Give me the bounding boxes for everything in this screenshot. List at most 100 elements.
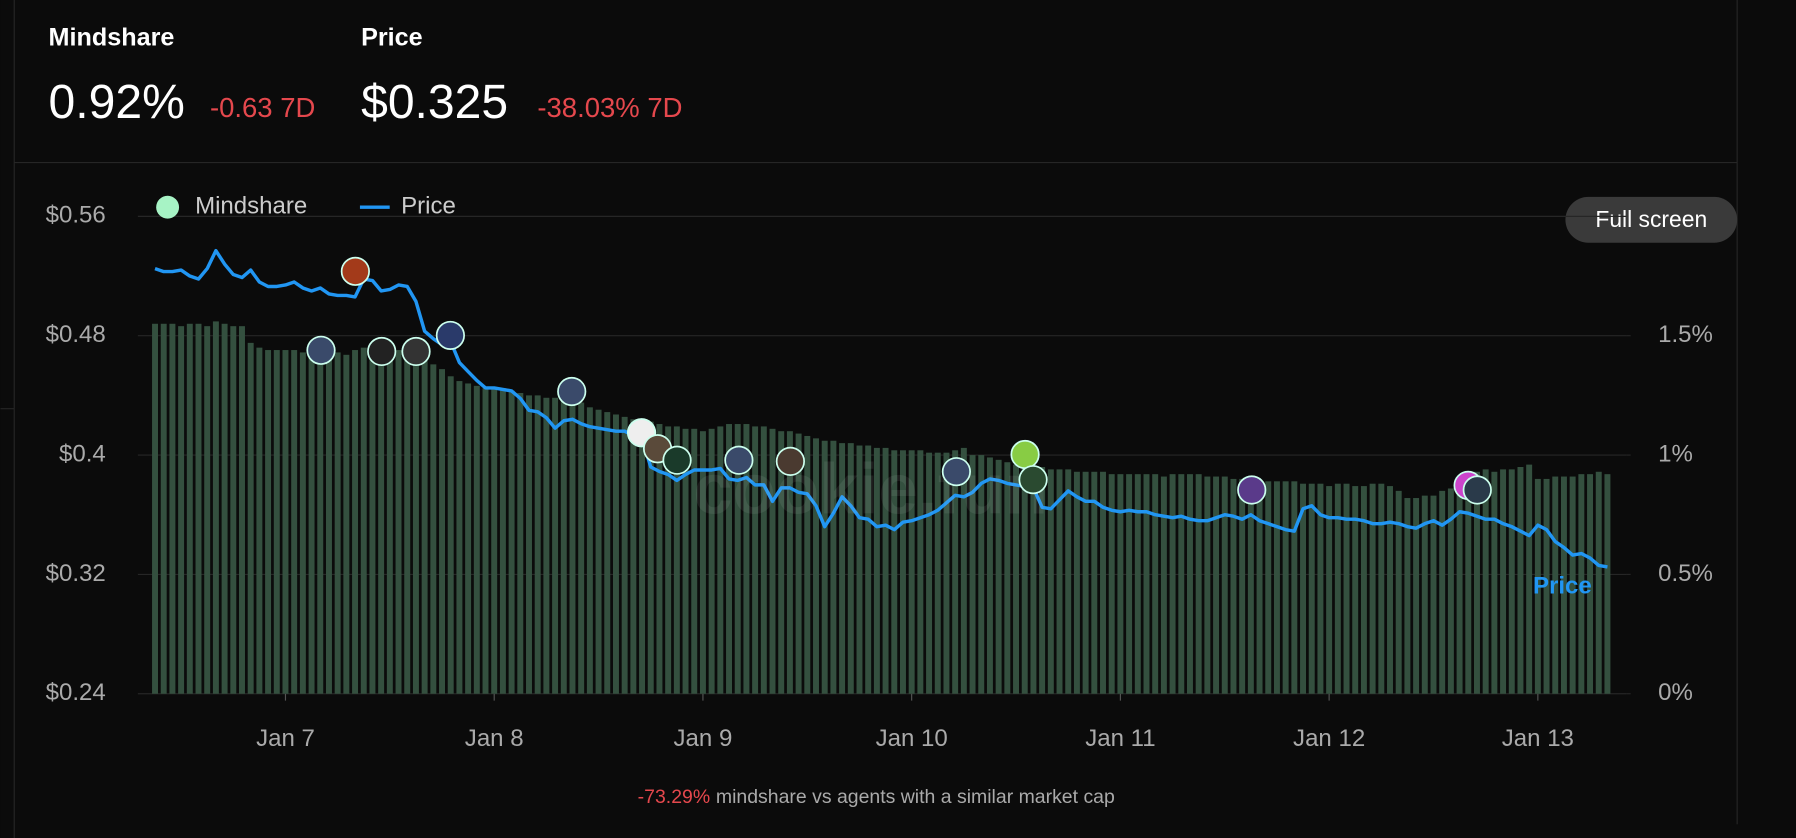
bar — [743, 424, 750, 694]
bar — [1439, 490, 1446, 694]
x-tick-label: Jan 10 — [876, 725, 948, 752]
bar — [230, 326, 237, 694]
bar — [804, 435, 811, 694]
bar — [465, 383, 472, 694]
mindshare-change: -0.63 7D — [210, 92, 315, 123]
bar — [378, 345, 385, 694]
avatar — [941, 457, 971, 487]
bar — [569, 400, 576, 694]
bar — [1282, 481, 1289, 694]
x-tick-label: Jan 9 — [674, 725, 733, 752]
avatar — [557, 376, 587, 407]
bar — [821, 440, 828, 694]
bar — [308, 352, 315, 694]
plot: $0.24 $0.32 $0.4 $0.48 $0.56 0% 0.5% 1% 1.5% Jan … — [46, 193, 1713, 752]
mindshare-value: 0.92% — [49, 75, 185, 129]
bar — [421, 359, 428, 694]
bar — [1065, 469, 1072, 694]
y-tick-label: $0.32 — [46, 560, 106, 587]
bar — [1526, 464, 1533, 694]
bar — [943, 452, 950, 694]
bar — [656, 424, 663, 694]
avatar — [435, 320, 465, 351]
bar — [178, 326, 185, 694]
bar — [186, 323, 193, 694]
x-tick-label: Jan 12 — [1293, 725, 1365, 752]
bar — [960, 447, 967, 694]
bar — [526, 395, 532, 694]
bar — [1317, 483, 1324, 694]
bar — [830, 440, 837, 694]
bar — [586, 407, 593, 694]
bar — [169, 323, 176, 694]
y2-tick-label: 1% — [1658, 440, 1693, 467]
avatar — [1010, 439, 1040, 470]
bar — [995, 459, 1002, 694]
bar — [934, 452, 941, 694]
y2-tick-label: 0% — [1658, 679, 1693, 706]
bar — [1256, 481, 1263, 694]
bar — [899, 450, 906, 694]
bar — [578, 402, 585, 694]
avatar — [662, 445, 692, 475]
legend-swatch — [156, 195, 180, 219]
bar — [212, 321, 219, 694]
bar — [1517, 466, 1524, 694]
bar — [360, 347, 367, 694]
bar — [1021, 464, 1028, 694]
bar — [682, 428, 689, 694]
y-tick-label: $0.4 — [59, 440, 106, 467]
legend-label: Mindshare — [195, 193, 307, 220]
line-end-label: Price — [1533, 573, 1592, 600]
button-bg[interactable] — [1565, 196, 1738, 243]
bar — [1334, 483, 1341, 694]
bar — [447, 376, 454, 694]
bar — [404, 352, 411, 694]
bar — [752, 426, 759, 694]
avatars — [306, 256, 1492, 505]
bar — [352, 350, 359, 694]
bar — [1569, 476, 1576, 694]
bar — [986, 457, 993, 694]
button-label[interactable]: Full screen — [1595, 206, 1707, 232]
bar — [1178, 474, 1185, 694]
bar — [273, 350, 280, 694]
bar — [813, 438, 819, 694]
bar — [717, 426, 724, 694]
full-screen-button[interactable]: Full screen — [1565, 196, 1738, 243]
bar — [1474, 471, 1480, 694]
bar — [1039, 466, 1046, 694]
bar — [1300, 483, 1307, 694]
bar — [1378, 483, 1385, 694]
y-tick-label: $0.48 — [46, 321, 106, 348]
bar — [1291, 481, 1298, 694]
bar — [1465, 471, 1472, 694]
bar — [1143, 474, 1150, 694]
y-tick-label: $0.56 — [46, 202, 106, 229]
x-tick-label: Jan 8 — [465, 725, 524, 752]
bar — [1404, 498, 1411, 694]
bar — [473, 385, 480, 694]
bar — [386, 347, 393, 694]
bar — [969, 455, 976, 694]
bar — [760, 426, 767, 694]
bar — [1013, 464, 1020, 694]
bar — [291, 350, 298, 694]
bar — [795, 433, 802, 694]
bar — [552, 397, 559, 694]
bar — [1004, 462, 1011, 694]
bar — [508, 390, 515, 694]
bar — [334, 352, 341, 694]
bar — [1395, 490, 1402, 694]
y2-tick-label: 0.5% — [1658, 560, 1713, 587]
bar — [612, 414, 619, 694]
bar — [560, 400, 567, 694]
bar — [1508, 469, 1515, 694]
bar — [221, 323, 228, 694]
avatar — [401, 336, 431, 367]
bar — [543, 397, 550, 694]
bar — [891, 450, 898, 694]
bar — [195, 323, 202, 694]
price-change: -38.03% 7D — [537, 92, 682, 123]
bar — [1387, 486, 1393, 694]
